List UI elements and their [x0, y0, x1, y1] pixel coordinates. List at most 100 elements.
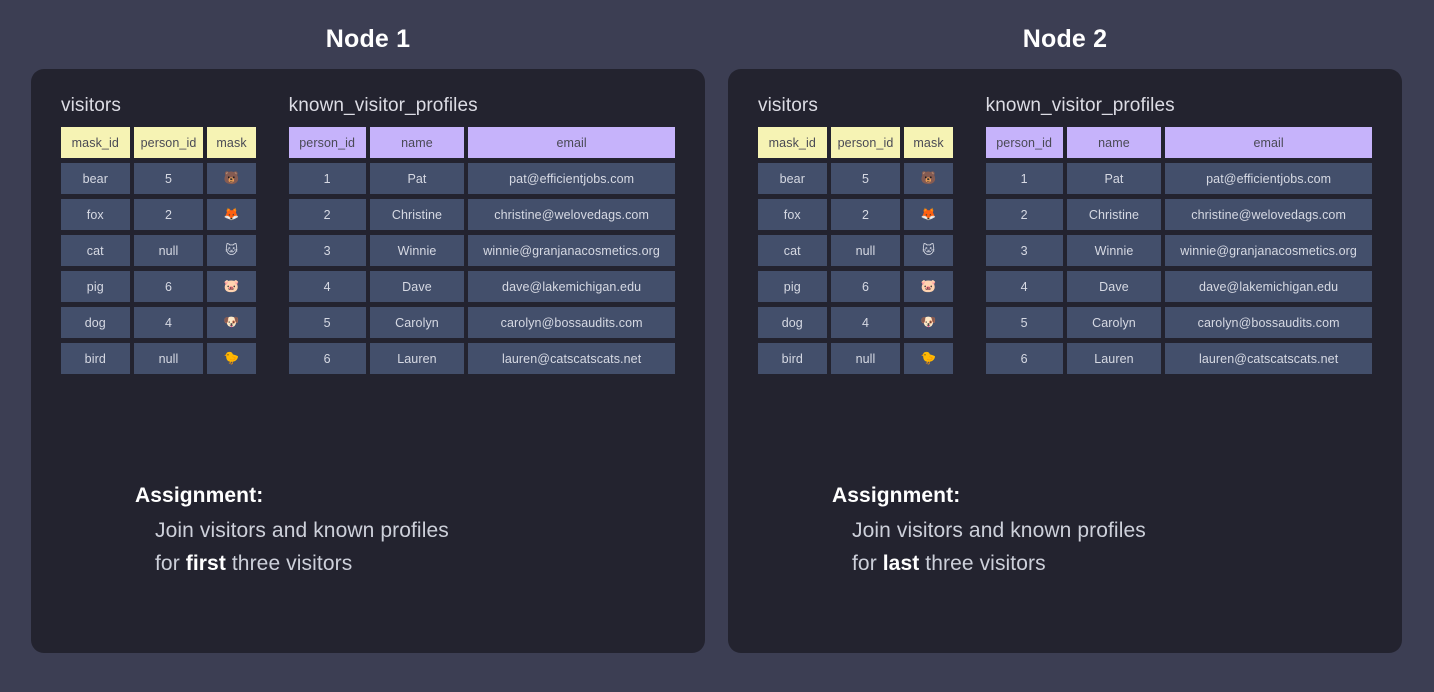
known-visitor-profiles-table-1: person_id name email 1 Pat pat@efficient… [285, 122, 679, 379]
visitors-table-block-1: visitors mask_id person_id mask bear [61, 95, 256, 374]
cell-mask-emoji-fox: 🦊 [904, 199, 953, 230]
cell-person-id: 2 [830, 199, 901, 230]
cell-mask-id: cat [61, 235, 130, 266]
table-header-row: mask_id person_id mask [61, 127, 256, 158]
cell-person-id: 5 [830, 163, 901, 194]
cell-mask-emoji-bear: 🐻 [904, 163, 953, 194]
column-header-person-id: person_id [985, 127, 1063, 158]
table-row: fox 2 🦊 [758, 199, 953, 230]
assignment-label: Assignment [135, 484, 257, 507]
cell-person-id: null [133, 235, 204, 266]
assignment-line-1: Join visitors and known profiles [155, 519, 449, 542]
assignment-heading-2: Assignment: [832, 484, 1146, 508]
cell-person-id: 4 [830, 307, 901, 338]
node-column-1: Node 1 visitors mask_id person_id mask [31, 0, 705, 653]
cell-person-id: 4 [133, 307, 204, 338]
node-title-1: Node 1 [325, 25, 411, 53]
cell-person-id: 5 [985, 307, 1063, 338]
cell-mask-emoji-cat: 🐱 [904, 235, 953, 266]
profiles-table-caption-1: known_visitor_profiles [288, 95, 478, 116]
cell-person-id: null [830, 343, 901, 374]
cell-email: carolyn@bossaudits.com [1165, 307, 1372, 338]
table-header-row: person_id name email [288, 127, 675, 158]
column-header-mask: mask [207, 127, 256, 158]
cell-mask-emoji-dog: 🐶 [904, 307, 953, 338]
table-row: cat null 🐱 [758, 235, 953, 266]
cell-name: Carolyn [369, 307, 465, 338]
visitors-table-caption-2: visitors [758, 95, 818, 116]
cell-person-id: 2 [133, 199, 204, 230]
column-header-person-id: person_id [288, 127, 366, 158]
node-panel-2: visitors mask_id person_id mask bear [728, 69, 1402, 653]
cell-person-id: 6 [830, 271, 901, 302]
cell-mask-id: pig [758, 271, 827, 302]
cell-person-id: 6 [133, 271, 204, 302]
table-row: dog 4 🐶 [758, 307, 953, 338]
cell-name: Dave [369, 271, 465, 302]
cell-name: Christine [1066, 199, 1162, 230]
table-row: cat null 🐱 [61, 235, 256, 266]
visitors-table-1: mask_id person_id mask bear 5 🐻 [57, 122, 260, 379]
node-title-2: Node 2 [1022, 25, 1108, 53]
cell-person-id: 4 [288, 271, 366, 302]
table-row: 2 Christine christine@welovedags.com [288, 199, 675, 230]
cell-email: christine@welovedags.com [1165, 199, 1372, 230]
table-row: pig 6 🐷 [61, 271, 256, 302]
cell-mask-emoji-dog: 🐶 [207, 307, 256, 338]
known-visitor-profiles-table-2: person_id name email 1 Pat pat@efficient… [982, 122, 1376, 379]
cell-mask-emoji-bird: 🐤 [207, 343, 256, 374]
assignment-line2-suffix: three visitors [225, 552, 353, 576]
column-header-person-id: person_id [133, 127, 204, 158]
table-row: 3 Winnie winnie@granjanacosmetics.org [288, 235, 675, 266]
cell-person-id: null [830, 235, 901, 266]
cell-mask-id: pig [61, 271, 130, 302]
cell-mask-id: fox [61, 199, 130, 230]
node-column-2: Node 2 visitors mask_id person_id mask [728, 0, 1402, 653]
column-header-name: name [1066, 127, 1162, 158]
column-header-name: name [369, 127, 465, 158]
cell-name: Pat [369, 163, 465, 194]
table-row: pig 6 🐷 [758, 271, 953, 302]
cell-name: Lauren [369, 343, 465, 374]
assignment-line2-emphasis: first [185, 552, 226, 576]
cell-email: winnie@granjanacosmetics.org [468, 235, 675, 266]
assignment-line2-emphasis: last [882, 552, 920, 576]
table-row: bird null 🐤 [61, 343, 256, 374]
visitors-table-2: mask_id person_id mask bear 5 🐻 [754, 122, 957, 379]
table-row: 2 Christine christine@welovedags.com [985, 199, 1372, 230]
profiles-table-block-2: known_visitor_profiles person_id name em… [985, 95, 1372, 374]
tables-row-2: visitors mask_id person_id mask bear [758, 95, 1372, 374]
table-row: 4 Dave dave@lakemichigan.edu [288, 271, 675, 302]
cell-name: Winnie [369, 235, 465, 266]
table-row: 6 Lauren lauren@catscatscats.net [288, 343, 675, 374]
cell-mask-id: fox [758, 199, 827, 230]
cell-mask-emoji-bird: 🐤 [904, 343, 953, 374]
cell-person-id: 5 [133, 163, 204, 194]
table-row: bear 5 🐻 [758, 163, 953, 194]
assignment-heading-1: Assignment: [135, 484, 449, 508]
visitors-table-caption-1: visitors [61, 95, 121, 116]
table-row: 3 Winnie winnie@granjanacosmetics.org [985, 235, 1372, 266]
visitors-table-block-2: visitors mask_id person_id mask bear [758, 95, 953, 374]
cell-email: pat@efficientjobs.com [1165, 163, 1372, 194]
column-header-mask: mask [904, 127, 953, 158]
cell-person-id: 5 [288, 307, 366, 338]
table-row: 4 Dave dave@lakemichigan.edu [985, 271, 1372, 302]
cell-person-id: 3 [985, 235, 1063, 266]
cell-mask-emoji-pig: 🐷 [207, 271, 256, 302]
cell-person-id: null [133, 343, 204, 374]
assignment-body-2: Join visitors and known profiles for las… [832, 514, 1146, 580]
assignment-line2-prefix: for [155, 552, 186, 576]
cell-person-id: 6 [985, 343, 1063, 374]
column-header-mask-id: mask_id [758, 127, 827, 158]
assignment-line-2: for first three visitors [155, 547, 449, 580]
cell-mask-id: bird [758, 343, 827, 374]
assignment-colon: : [256, 484, 264, 507]
table-row: 1 Pat pat@efficientjobs.com [288, 163, 675, 194]
cell-email: dave@lakemichigan.edu [468, 271, 675, 302]
cell-email: lauren@catscatscats.net [1165, 343, 1372, 374]
cell-name: Christine [369, 199, 465, 230]
cell-mask-id: bird [61, 343, 130, 374]
assignment-line2-suffix: three visitors [919, 552, 1046, 576]
assignment-block-1: Assignment: Join visitors and known prof… [135, 484, 449, 580]
